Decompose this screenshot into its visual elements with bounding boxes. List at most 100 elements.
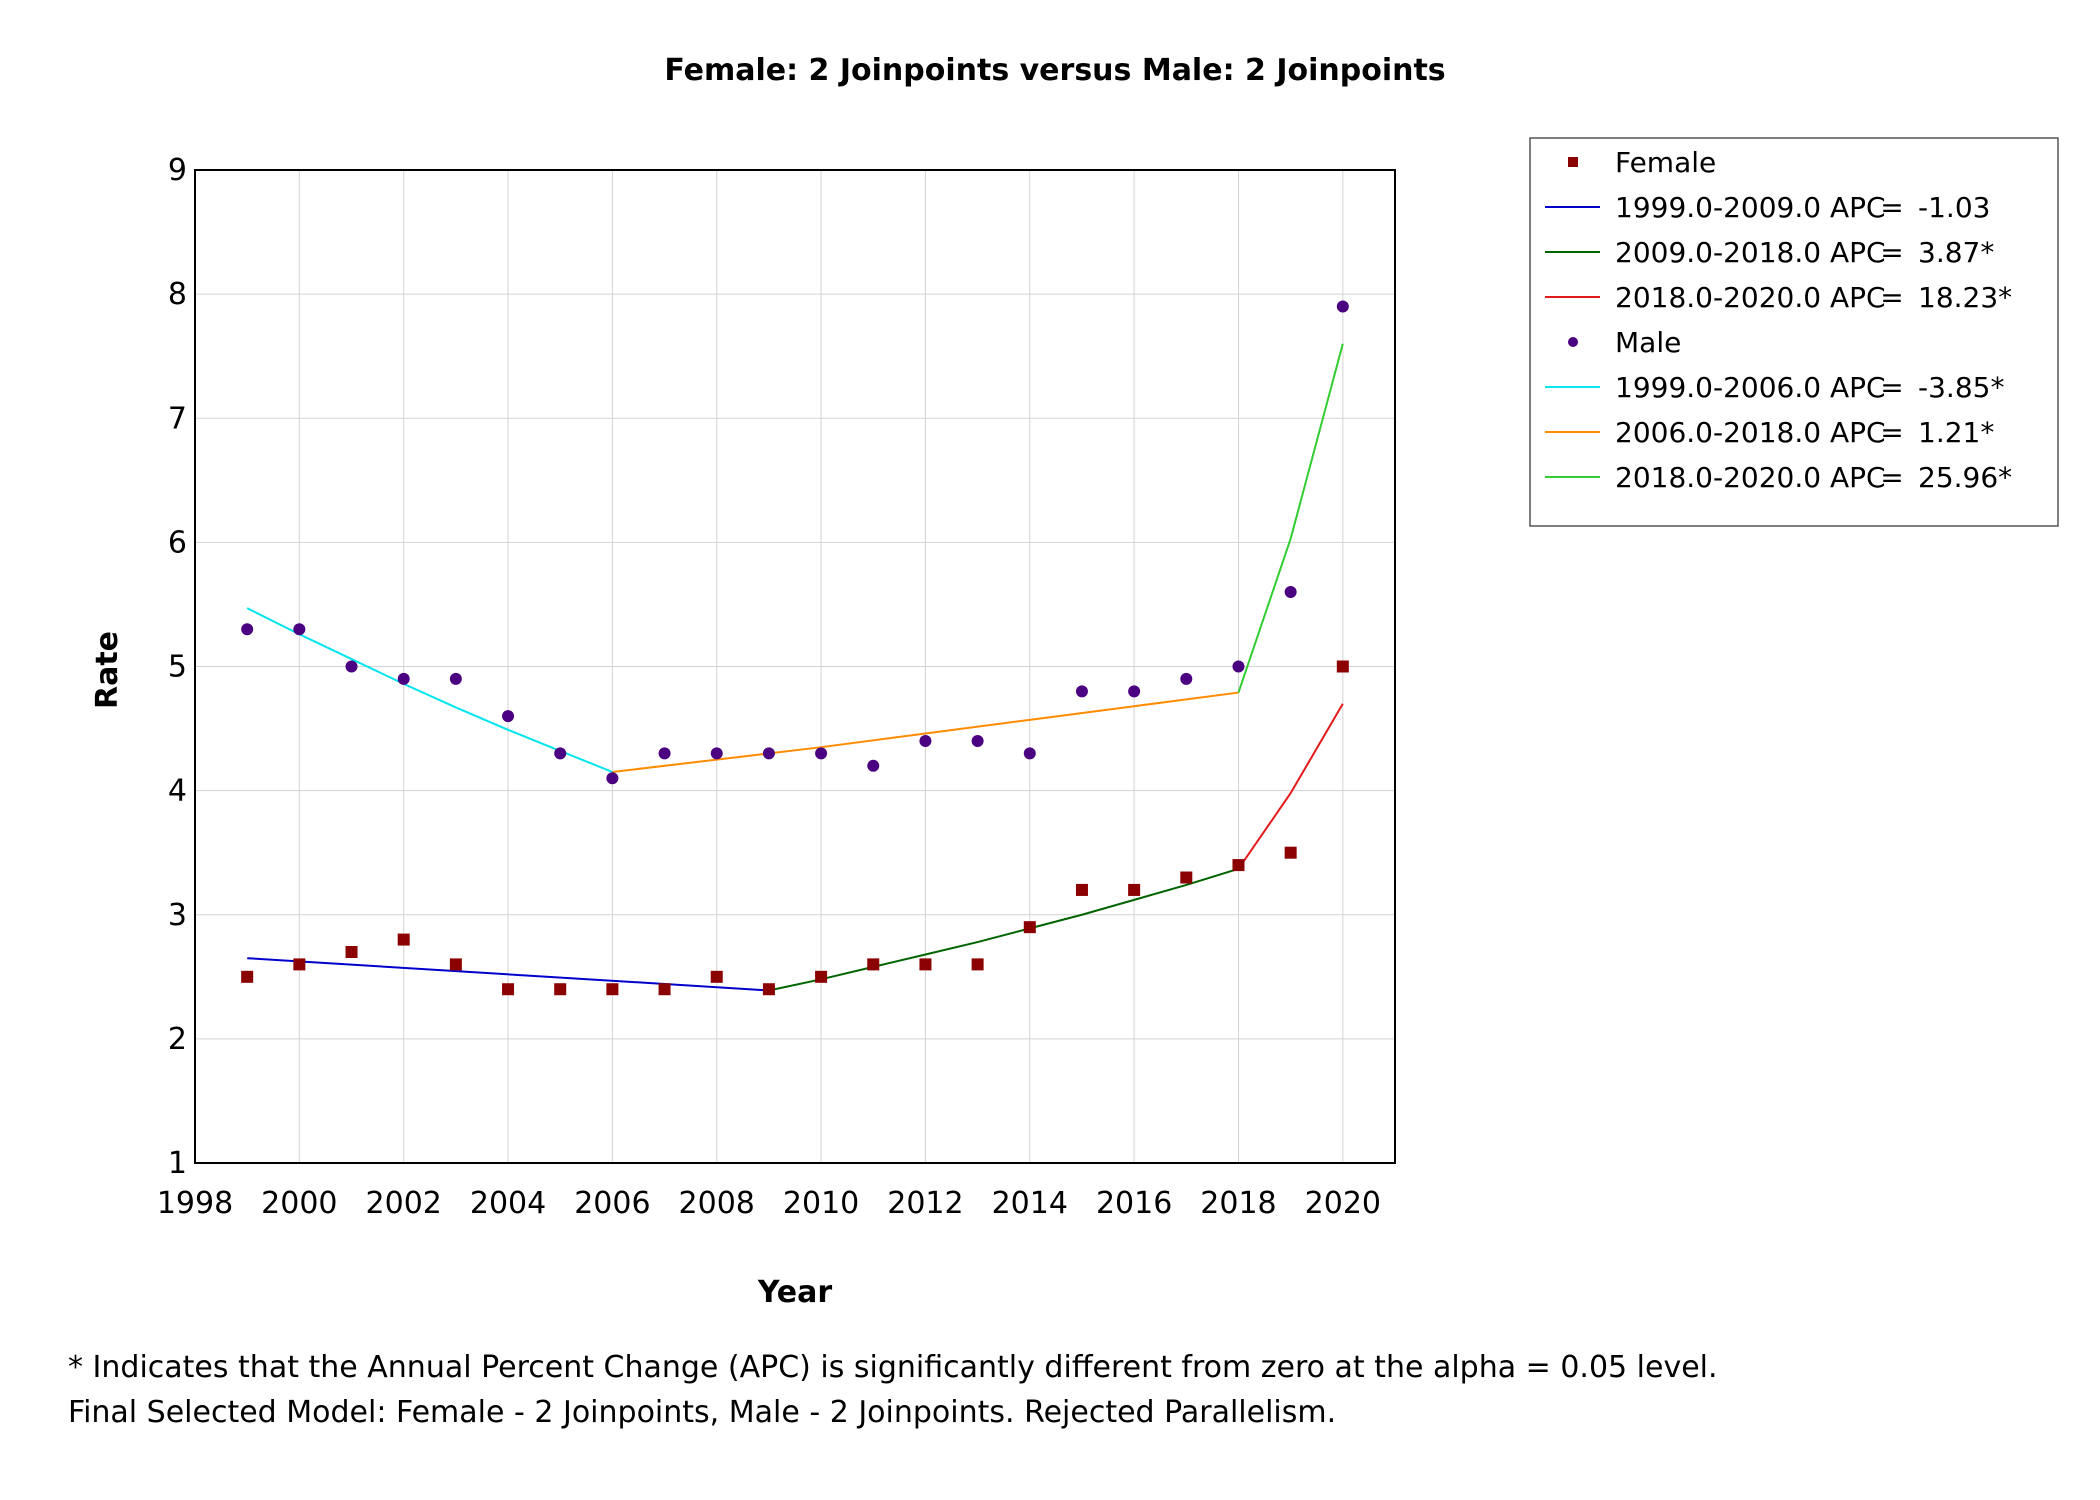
male-point <box>241 623 254 636</box>
male-point <box>1180 672 1193 685</box>
x-tick-label: 2004 <box>470 1186 546 1221</box>
legend-segment-label: 2009.0-2018.0 APC <box>1615 236 1886 269</box>
grid-lines <box>194 169 1395 1164</box>
male-point <box>971 734 984 747</box>
male-point <box>1232 660 1245 673</box>
female-point <box>449 958 462 971</box>
x-tick-label: 2006 <box>574 1186 650 1221</box>
y-tick-label: 9 <box>168 153 187 188</box>
y-tick-label: 2 <box>168 1022 187 1057</box>
female-point <box>1023 921 1036 934</box>
male-point <box>1023 747 1036 760</box>
female-point <box>919 958 932 971</box>
male-point <box>554 747 567 760</box>
y-axis-ticks: 1 2 3 4 5 6 7 8 9 <box>168 153 187 1181</box>
female-point <box>815 970 828 983</box>
x-tick-label: 2010 <box>783 1186 859 1221</box>
legend-apc-value: -3.85* <box>1918 371 2004 404</box>
x-tick-label: 2016 <box>1096 1186 1172 1221</box>
legend-equals: = <box>1880 416 1903 449</box>
male-point <box>1128 685 1141 698</box>
legend-series-name: Male <box>1615 326 1681 359</box>
legend-equals: = <box>1880 281 1903 314</box>
y-tick-label: 1 <box>168 1146 187 1181</box>
legend-apc-value: 1.21* <box>1918 416 1994 449</box>
male-point <box>1284 586 1297 599</box>
female-point <box>762 983 775 996</box>
fit-line <box>246 607 613 773</box>
female-point <box>241 970 254 983</box>
male-point <box>867 759 880 772</box>
male-point <box>710 747 723 760</box>
data-points <box>241 300 1349 996</box>
legend-apc-value: 3.87* <box>1918 236 1994 269</box>
legend-apc-value: 18.23* <box>1918 281 2012 314</box>
legend-equals: = <box>1880 371 1903 404</box>
legend-equals: = <box>1880 236 1903 269</box>
x-axis-ticks: 1998 2000 2002 2004 2006 2008 2010 2012 2014 2016… <box>157 1186 1381 1221</box>
female-point <box>1075 883 1088 896</box>
female-point <box>867 958 880 971</box>
female-point <box>1232 859 1245 872</box>
female-point <box>1284 846 1297 859</box>
y-tick-label: 7 <box>168 401 187 436</box>
y-tick-label: 6 <box>168 525 187 560</box>
footnote-model: Final Selected Model: Female - 2 Joinpoi… <box>68 1395 1337 1430</box>
female-point <box>606 983 619 996</box>
fit-lines <box>246 343 1344 992</box>
legend-segment-label: 2018.0-2020.0 APC <box>1615 281 1886 314</box>
male-point <box>815 747 828 760</box>
x-tick-label: 2008 <box>679 1186 755 1221</box>
y-tick-label: 4 <box>168 774 187 809</box>
fit-line <box>768 867 1239 992</box>
male-point <box>397 672 410 685</box>
female-point <box>1180 871 1193 884</box>
male-point <box>762 747 775 760</box>
male-point <box>345 660 358 673</box>
male-point <box>919 734 932 747</box>
male-point <box>293 623 306 636</box>
legend-segment-label: 1999.0-2009.0 APC <box>1615 191 1886 224</box>
y-axis-title: Rate <box>90 631 125 709</box>
footnote-significance: * Indicates that the Annual Percent Chan… <box>68 1350 1718 1385</box>
female-point <box>971 958 984 971</box>
legend-box <box>1529 137 2059 527</box>
legend-marker-male <box>1568 337 1578 347</box>
female-point <box>345 945 358 958</box>
legend-marker-female <box>1568 157 1578 167</box>
legend-segment-label: 2006.0-2018.0 APC <box>1615 416 1886 449</box>
legend-apc-value: -1.03 <box>1918 191 1990 224</box>
female-point <box>293 958 306 971</box>
x-tick-label: 2020 <box>1305 1186 1381 1221</box>
male-point <box>1075 685 1088 698</box>
legend-equals: = <box>1880 461 1903 494</box>
legend-equals: = <box>1880 191 1903 224</box>
y-tick-label: 5 <box>168 650 187 685</box>
fit-line <box>1237 703 1344 870</box>
x-tick-label: 2002 <box>366 1186 442 1221</box>
fit-line <box>612 691 1239 773</box>
male-point <box>1336 300 1349 313</box>
legend-series-name: Female <box>1615 146 1716 179</box>
female-point <box>502 983 515 996</box>
x-tick-label: 2012 <box>887 1186 963 1221</box>
plot-frame <box>194 169 1396 1164</box>
male-point <box>502 710 515 723</box>
male-point <box>449 672 462 685</box>
y-tick-label: 8 <box>168 277 187 312</box>
legend-segment-label: 1999.0-2006.0 APC <box>1615 371 1886 404</box>
female-point <box>1128 883 1141 896</box>
chart-title: Female: 2 Joinpoints versus Male: 2 Join… <box>664 53 1445 88</box>
female-point <box>397 933 410 946</box>
male-point <box>658 747 671 760</box>
x-tick-label: 2014 <box>992 1186 1068 1221</box>
x-tick-label: 1998 <box>157 1186 233 1221</box>
fit-line <box>1237 343 1344 693</box>
y-tick-label: 3 <box>168 898 187 933</box>
fit-line <box>247 957 769 992</box>
legend-segment-label: 2018.0-2020.0 APC <box>1615 461 1886 494</box>
legend-apc-value: 25.96* <box>1918 461 2012 494</box>
